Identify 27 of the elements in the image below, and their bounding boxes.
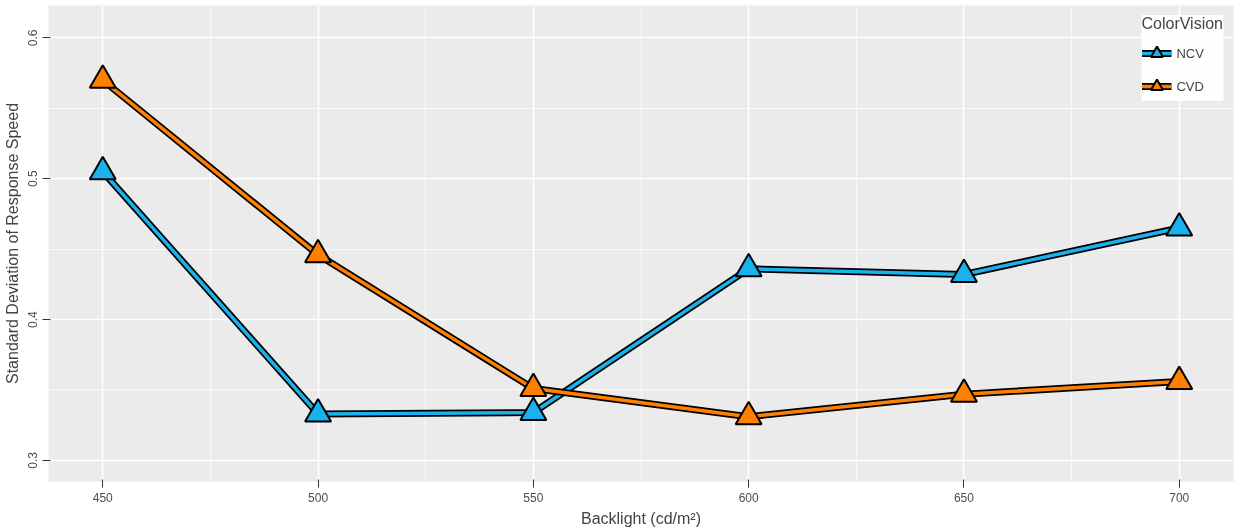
- point: [88, 155, 117, 181]
- x-tick-label: 650: [953, 490, 975, 505]
- x-tick-label: 500: [308, 490, 329, 505]
- y-axis-title: Standard Deviation of Response Speed: [3, 102, 21, 385]
- legend-label: NCV: [1176, 45, 1204, 61]
- point: [304, 397, 333, 423]
- x-tick-label: 700: [1169, 490, 1190, 505]
- point: [1165, 365, 1194, 391]
- point: [734, 252, 763, 278]
- y-tick-label: 0.3: [26, 451, 41, 469]
- y-tick-label: 0.4: [26, 310, 41, 328]
- point: [304, 238, 333, 264]
- legend-label: CVD: [1176, 78, 1204, 94]
- point: [519, 396, 548, 421]
- x-tick-label: 600: [738, 490, 759, 505]
- point: [519, 372, 548, 398]
- point: [949, 258, 978, 283]
- point: [88, 64, 117, 89]
- point: [1165, 212, 1194, 237]
- legend-title: ColorVision: [1141, 15, 1223, 33]
- y-tick-label: 0.6: [26, 29, 41, 47]
- point: [734, 400, 763, 426]
- y-tick-label: 0.5: [26, 170, 41, 188]
- x-tick-label: 450: [92, 490, 114, 505]
- x-axis-title: Backlight (cd/m²): [580, 509, 702, 527]
- point: [949, 378, 978, 403]
- x-tick-label: 550: [523, 490, 544, 505]
